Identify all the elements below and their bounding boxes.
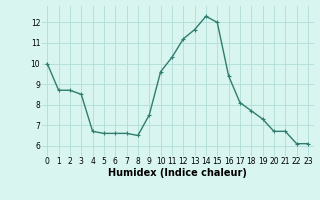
X-axis label: Humidex (Indice chaleur): Humidex (Indice chaleur) [108, 168, 247, 178]
